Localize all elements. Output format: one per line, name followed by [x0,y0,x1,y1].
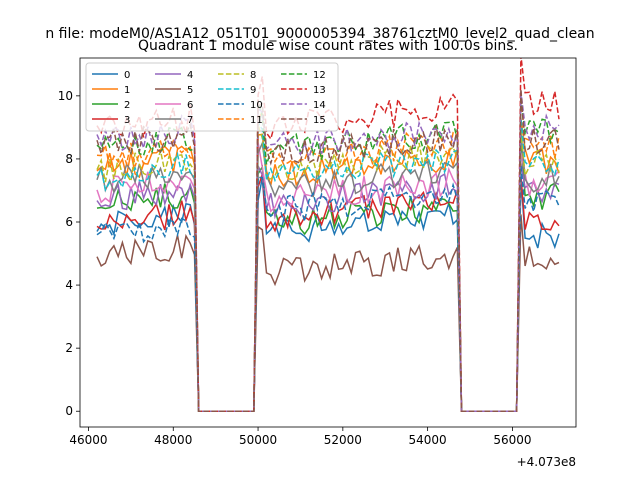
x-tick-label: 46000 [69,433,107,447]
series-line-8 [96,125,560,412]
legend-label-9: 9 [250,85,256,96]
legend-label-6: 6 [187,100,193,111]
axes: 46000 48000 50000 52000 54000 56000 0 2 4 6 8 10 [58,89,532,447]
x-offset-label: +4.073e8 [517,455,576,469]
legend-label-5: 5 [187,85,193,96]
series-line-2 [96,138,560,412]
legend-box [85,62,339,132]
legend-label-13: 13 [313,85,326,96]
series-line-4 [96,162,560,412]
series-line-12 [96,95,560,412]
x-tick-label: 54000 [409,433,447,447]
x-tick-label: 48000 [154,433,192,447]
y-tick-label: 2 [65,341,73,355]
y-tick-label: 10 [58,89,73,103]
legend-label-2: 2 [124,100,130,111]
legend-label-12: 12 [313,70,326,81]
legend-label-4: 4 [187,70,193,81]
legend-label-1: 1 [124,85,130,96]
figure-suptitle: n file: modeM0/AS1A12_051T01_9000005394_… [45,26,594,42]
y-tick-label: 4 [65,278,73,292]
legend-label-15: 15 [313,115,326,126]
x-tick-label: 52000 [324,433,362,447]
legend-label-0: 0 [124,70,130,81]
plot-frame [79,57,577,428]
legend-label-10: 10 [250,100,263,111]
legend-label-14: 14 [313,100,326,111]
series-line-3 [96,173,560,412]
y-tick-label: 8 [65,152,73,166]
x-tick-label: 50000 [239,433,277,447]
y-tick-label: 0 [65,404,73,418]
legend-label-7: 7 [187,115,193,126]
series-line-9 [96,117,560,412]
legend-label-3: 3 [124,115,130,126]
chart-title: Quadrant 1 module wise count rates with … [138,38,518,54]
legend-label-11: 11 [250,115,263,126]
series-line-11 [96,97,560,412]
legend-label-8: 8 [250,70,256,81]
x-tick-label: 56000 [493,433,531,447]
series-line-15 [96,89,560,412]
y-tick-label: 6 [65,215,73,229]
series-line-14 [96,91,560,412]
series-line-5 [96,214,560,412]
